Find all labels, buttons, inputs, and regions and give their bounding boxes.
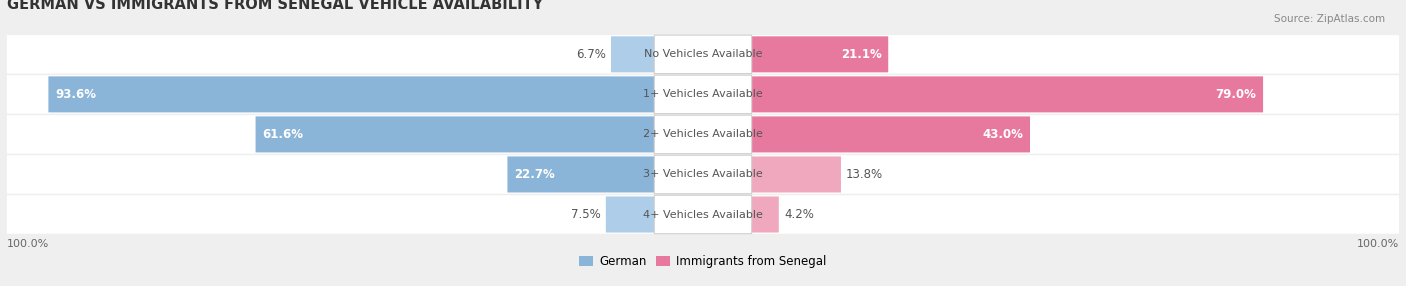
Text: 7.5%: 7.5%	[571, 208, 600, 221]
Text: 1+ Vehicles Available: 1+ Vehicles Available	[643, 90, 763, 99]
FancyBboxPatch shape	[7, 195, 1399, 234]
Legend: German, Immigrants from Senegal: German, Immigrants from Senegal	[575, 250, 831, 273]
FancyBboxPatch shape	[654, 195, 752, 234]
FancyBboxPatch shape	[654, 115, 752, 154]
Text: 2+ Vehicles Available: 2+ Vehicles Available	[643, 130, 763, 139]
Text: 79.0%: 79.0%	[1216, 88, 1257, 101]
FancyBboxPatch shape	[612, 36, 655, 72]
FancyBboxPatch shape	[751, 36, 889, 72]
FancyBboxPatch shape	[7, 35, 1399, 74]
FancyBboxPatch shape	[7, 155, 1399, 194]
FancyBboxPatch shape	[654, 35, 752, 74]
Text: 4+ Vehicles Available: 4+ Vehicles Available	[643, 210, 763, 219]
Text: 100.0%: 100.0%	[7, 239, 49, 249]
Text: 43.0%: 43.0%	[983, 128, 1024, 141]
Text: 6.7%: 6.7%	[576, 48, 606, 61]
FancyBboxPatch shape	[7, 115, 1399, 154]
FancyBboxPatch shape	[751, 116, 1031, 152]
Text: 61.6%: 61.6%	[262, 128, 304, 141]
FancyBboxPatch shape	[606, 196, 655, 233]
FancyBboxPatch shape	[654, 75, 752, 114]
FancyBboxPatch shape	[654, 155, 752, 194]
FancyBboxPatch shape	[751, 76, 1263, 112]
Text: 21.1%: 21.1%	[841, 48, 882, 61]
Text: 13.8%: 13.8%	[846, 168, 883, 181]
FancyBboxPatch shape	[751, 196, 779, 233]
Text: GERMAN VS IMMIGRANTS FROM SENEGAL VEHICLE AVAILABILITY: GERMAN VS IMMIGRANTS FROM SENEGAL VEHICL…	[7, 0, 543, 12]
Text: 22.7%: 22.7%	[515, 168, 555, 181]
FancyBboxPatch shape	[751, 156, 841, 192]
FancyBboxPatch shape	[508, 156, 655, 192]
Text: 100.0%: 100.0%	[1357, 239, 1399, 249]
FancyBboxPatch shape	[48, 76, 655, 112]
Text: Source: ZipAtlas.com: Source: ZipAtlas.com	[1274, 14, 1385, 24]
Text: 93.6%: 93.6%	[55, 88, 96, 101]
Text: 4.2%: 4.2%	[785, 208, 814, 221]
FancyBboxPatch shape	[7, 75, 1399, 114]
FancyBboxPatch shape	[256, 116, 655, 152]
Text: No Vehicles Available: No Vehicles Available	[644, 49, 762, 59]
Text: 3+ Vehicles Available: 3+ Vehicles Available	[643, 170, 763, 179]
